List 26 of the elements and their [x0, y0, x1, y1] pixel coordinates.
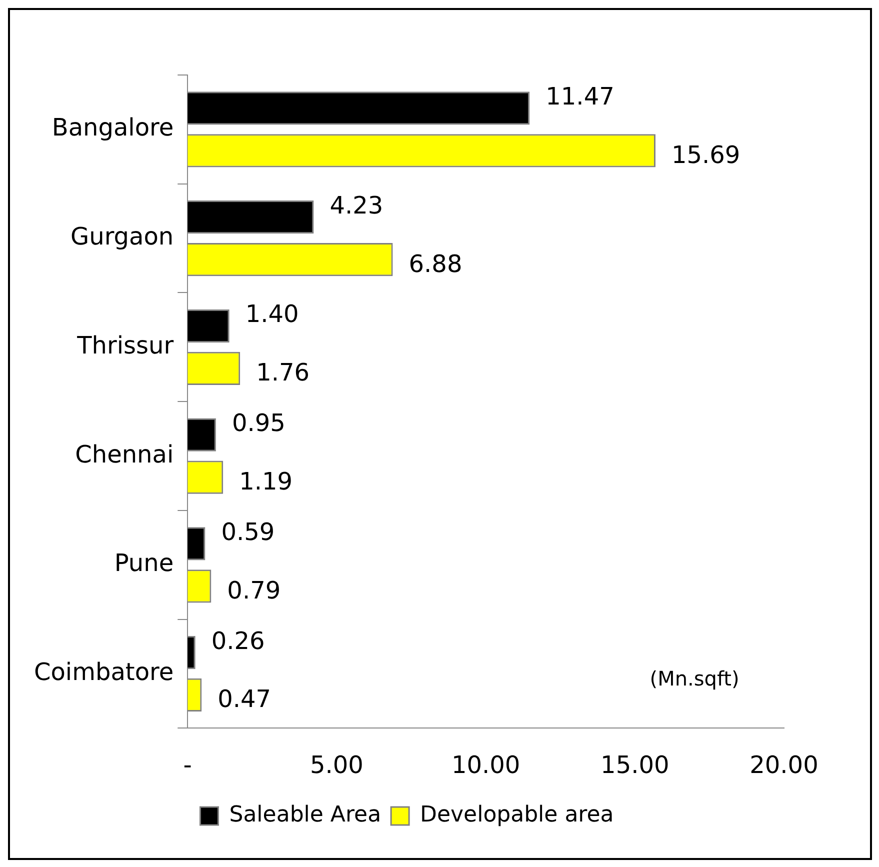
data-label: 11.47	[546, 82, 614, 110]
x-tick-label: -	[183, 750, 192, 779]
annotation: (Mn.sqft)	[650, 666, 740, 690]
data-label: 0.59	[221, 518, 275, 546]
data-label: 1.19	[239, 467, 293, 496]
data-label: 4.23	[330, 191, 384, 220]
data-label: 0.95	[232, 409, 286, 438]
data-label: 15.69	[671, 140, 740, 169]
data-label: 1.76	[256, 358, 310, 387]
data-label: 6.88	[408, 250, 462, 278]
data-label: 1.40	[245, 300, 299, 328]
data-label: 0.47	[218, 685, 272, 714]
data-label: 0.26	[211, 626, 265, 655]
y-tick-label: Chennai	[75, 440, 174, 468]
y-tick-label: Pune	[114, 549, 174, 578]
legend-label: Developable area	[420, 802, 614, 828]
x-tick-label: 10.00	[451, 750, 520, 779]
y-tick-label: Gurgaon	[70, 222, 174, 251]
x-tick-label: 20.00	[750, 750, 818, 779]
y-tick-label: Coimbatore	[34, 658, 174, 686]
legend-label: Saleable Area	[229, 802, 382, 828]
data-label: 0.79	[227, 576, 281, 604]
y-tick-label: Thrissur	[76, 331, 174, 360]
x-tick-label: 15.00	[600, 750, 670, 779]
x-tick-label: 5.00	[310, 750, 364, 779]
y-tick-label: Bangalore	[52, 114, 174, 142]
